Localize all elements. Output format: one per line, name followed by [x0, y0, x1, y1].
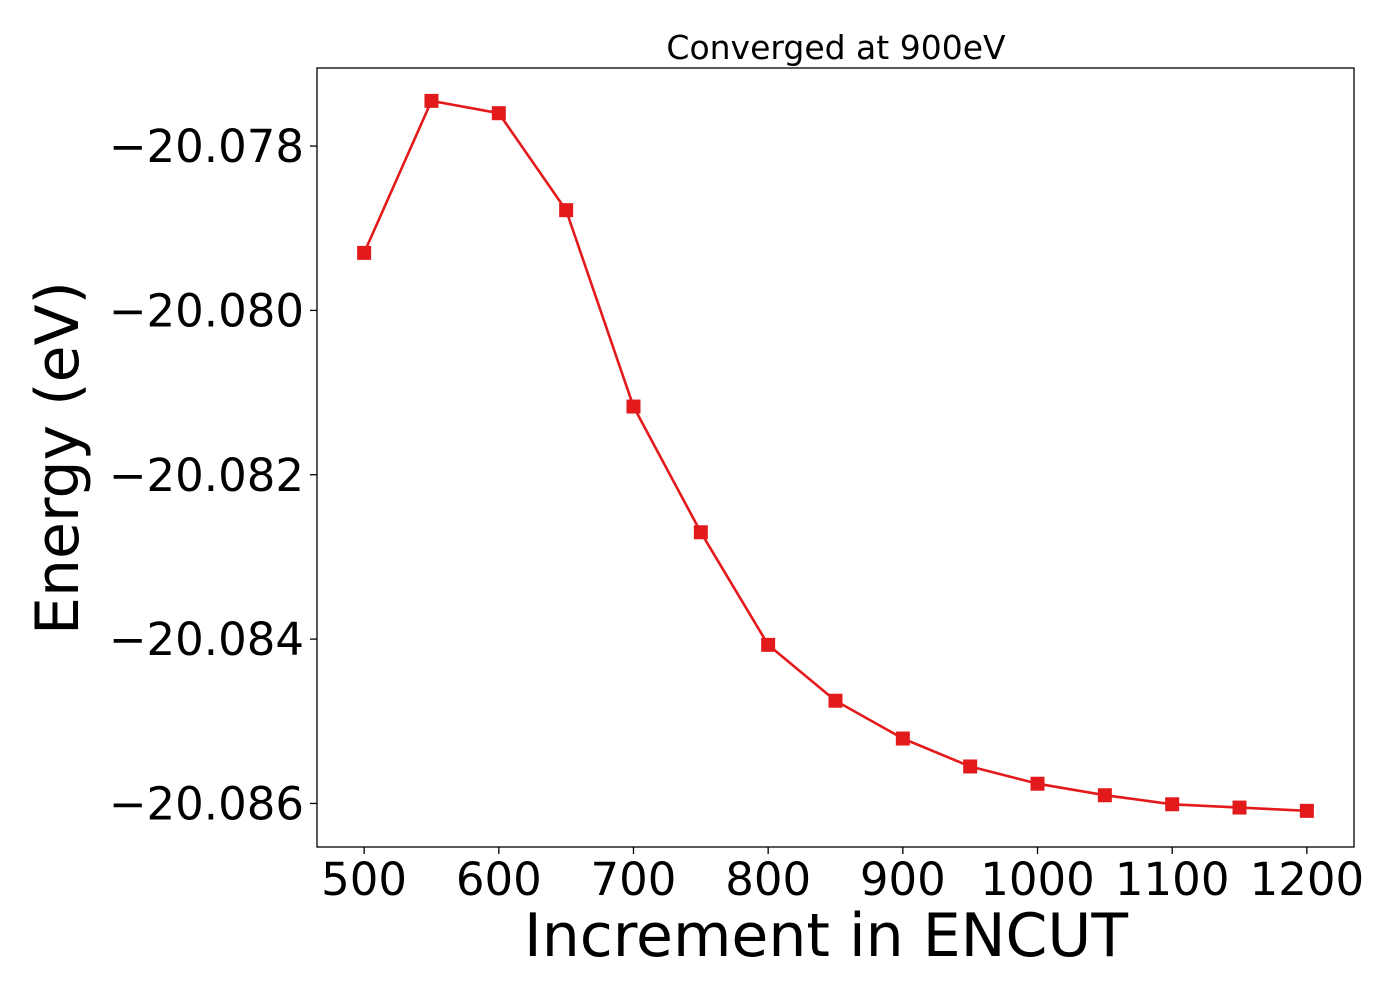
- data-point: [895, 731, 910, 746]
- x-tick-label: 600: [456, 853, 542, 906]
- data-point: [1097, 788, 1112, 803]
- x-tick-label: 900: [860, 853, 946, 906]
- y-tick-label: −20.078: [109, 120, 304, 173]
- data-point: [1030, 776, 1045, 791]
- data-point: [357, 245, 372, 260]
- x-tick-label: 700: [591, 853, 677, 906]
- data-point: [491, 106, 506, 121]
- y-tick-label: −20.084: [109, 613, 304, 666]
- data-point: [1299, 803, 1314, 818]
- x-tick-label: 1100: [1115, 853, 1230, 906]
- data-point: [761, 637, 776, 652]
- plot-area: [357, 93, 1314, 818]
- plot-frame: [316, 67, 1355, 848]
- y-axis-title: Energy (eV): [23, 281, 93, 635]
- x-tick-label: 500: [321, 853, 407, 906]
- data-point: [828, 693, 843, 708]
- data-point: [424, 93, 439, 108]
- x-tick-label: 800: [725, 853, 811, 906]
- data-point: [1165, 797, 1180, 812]
- data-point: [963, 759, 978, 774]
- y-axis: −20.078 −20.080 −20.082 −20.084 −20.086: [109, 120, 317, 830]
- y-tick-label: −20.082: [109, 449, 304, 502]
- x-tick-label: 1000: [980, 853, 1095, 906]
- x-axis-title: Increment in ENCUT: [524, 901, 1128, 971]
- y-tick-label: −20.086: [109, 777, 304, 830]
- y-tick-label: −20.080: [109, 284, 304, 337]
- data-point: [1232, 800, 1247, 815]
- data-point: [626, 399, 641, 414]
- chart-title: Converged at 900eV: [666, 28, 1006, 67]
- x-axis: 500 600 700 800 900 1000 1100 1200: [321, 847, 1364, 906]
- x-tick-label: 1200: [1250, 853, 1365, 906]
- data-point: [693, 525, 708, 540]
- data-point: [559, 203, 574, 218]
